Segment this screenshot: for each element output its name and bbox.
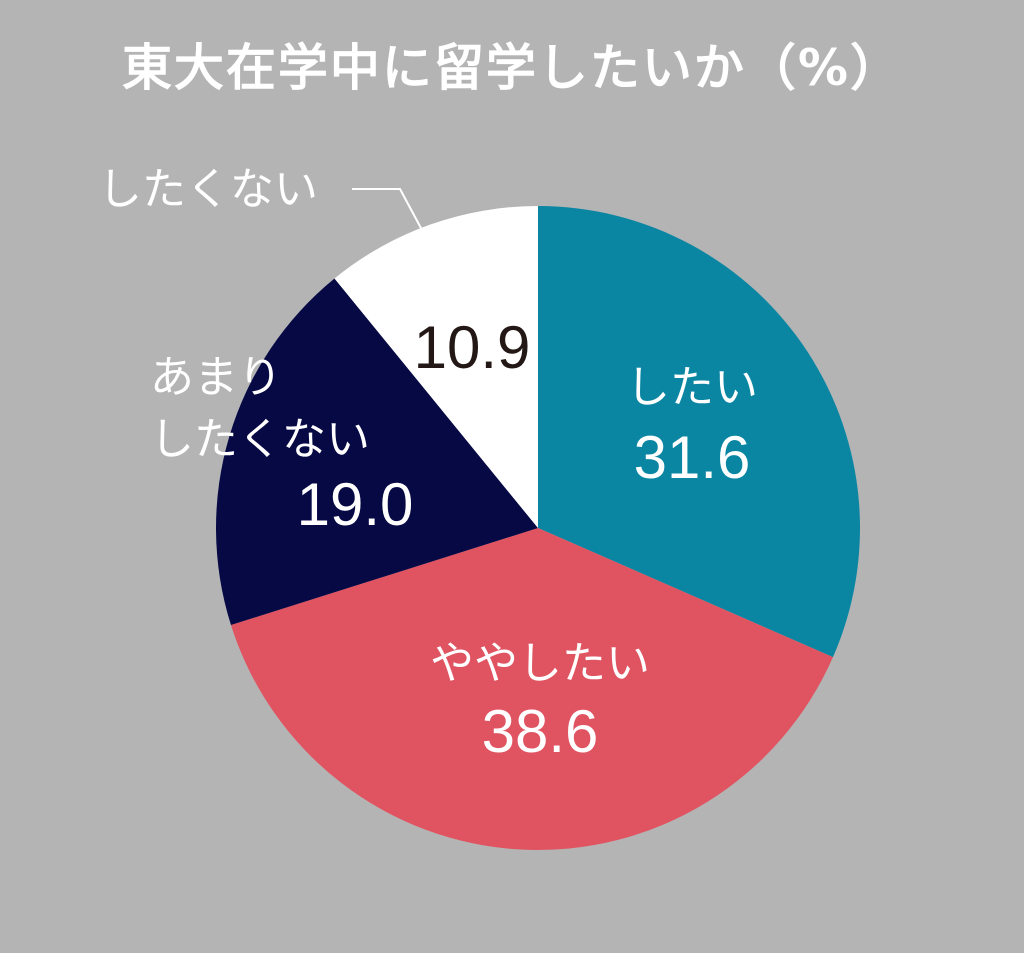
slice-value-0: 31.6 [634, 424, 751, 491]
slice-label-3-outside: したくない [98, 164, 318, 215]
slice-value-1: 38.6 [482, 698, 599, 765]
slice-label-1: ややしたい [430, 638, 650, 689]
slice-label-2-line-1: したくない [150, 414, 370, 465]
slice-value-2: 19.0 [297, 471, 414, 538]
pie-slice-2 [215, 278, 538, 626]
pie-slice-1 [230, 528, 833, 850]
leader-line-3 [352, 188, 423, 231]
slice-label-2-line-0: あまり [150, 352, 282, 403]
pie-slice-0 [538, 206, 860, 658]
pie-slice-3 [334, 206, 538, 528]
slice-label-0: したい [626, 362, 758, 413]
chart-title: 東大在学中に留学したいか（%） [121, 39, 903, 97]
slice-value-3: 10.9 [414, 314, 531, 381]
